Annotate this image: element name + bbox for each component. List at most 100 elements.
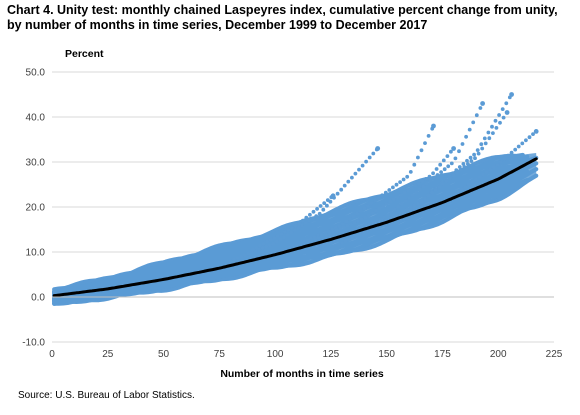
outlier-point (304, 215, 309, 220)
outlier-point (359, 217, 364, 222)
outlier-point (461, 162, 466, 166)
outlier-point (501, 115, 506, 120)
outlier-point (412, 162, 417, 167)
outlier-point (477, 175, 482, 180)
outlier-point (395, 220, 400, 225)
outlier-point (282, 235, 286, 240)
outlier-point (419, 199, 424, 204)
outlier-point (449, 149, 453, 154)
outlier-point (357, 167, 361, 172)
outlier-point (416, 201, 420, 206)
outlier-point (421, 184, 426, 189)
outlier-point (358, 232, 362, 237)
outlier-point (316, 236, 321, 241)
outlier-point (479, 142, 484, 147)
outlier-point (322, 201, 327, 206)
outlier-point (351, 214, 356, 219)
outlier-point (384, 225, 389, 230)
outlier-point (442, 167, 447, 172)
chart-source: Source: U.S. Bureau of Labor Statistics. (18, 390, 195, 401)
x-tick-label: 0 (49, 349, 55, 360)
outlier-point (258, 243, 262, 248)
outlier-point (478, 106, 483, 110)
outlier-point (279, 232, 284, 236)
outlier-point (367, 222, 372, 226)
outlier-point (347, 237, 352, 242)
outlier-point (356, 219, 360, 223)
outlier-point (384, 202, 389, 206)
outlier-point (283, 230, 287, 234)
outlier-point (531, 132, 535, 137)
outlier-point (275, 239, 279, 244)
outlier-point (516, 144, 521, 149)
outlier-point (474, 113, 479, 118)
outlier-point (408, 170, 413, 174)
outlier-point (297, 221, 302, 226)
axis-layer: -10.0 0.0 10.0 20.0 30.0 40.0 50.0 0 25 50 75 100 12… (22, 68, 563, 361)
outlier-point (313, 237, 318, 242)
outlier-point (327, 231, 332, 236)
outlier-point (434, 167, 439, 171)
x-tick-label: 150 (378, 349, 395, 360)
outlier-point (308, 212, 312, 217)
outlier-point (360, 163, 365, 168)
outlier-point (433, 188, 438, 192)
outlier-point (272, 236, 277, 240)
outlier-point (374, 218, 379, 223)
outlier-endpoint (480, 101, 485, 106)
outlier-point (391, 222, 396, 227)
outlier-point (451, 173, 456, 178)
outlier-point (484, 170, 489, 175)
outlier-point (306, 240, 310, 245)
outlier-endpoint (330, 193, 336, 199)
outlier-point (394, 213, 399, 217)
outlier-point (449, 161, 454, 166)
outlier-point (300, 223, 304, 228)
outlier-point (376, 196, 381, 200)
outlier-point (366, 204, 370, 208)
outlier-point (486, 130, 491, 135)
x-axis-title: Number of months in time series (220, 368, 384, 380)
outlier-point (441, 158, 446, 163)
outlier-point (310, 216, 315, 221)
outlier-point (438, 162, 443, 167)
x-tick-label: 50 (158, 349, 170, 360)
outlier-point (342, 183, 347, 188)
outlier-point (317, 245, 322, 250)
outlier-point (491, 131, 495, 136)
outlier-point (413, 183, 418, 188)
outlier-point (487, 136, 492, 141)
outlier-point (381, 204, 385, 209)
outlier-point (509, 150, 514, 155)
outlier-endpoint (509, 92, 514, 97)
outlier-endpoint (504, 110, 510, 115)
outlier-point (370, 211, 375, 216)
outlier-point (493, 118, 498, 123)
outlier-point (377, 206, 382, 211)
outlier-point (481, 172, 485, 177)
outlier-point (374, 208, 378, 213)
outlier-point (402, 217, 407, 222)
outlier-point (426, 134, 431, 138)
outlier-point (325, 242, 329, 247)
outlier-point (494, 126, 499, 130)
outlier-point (480, 146, 485, 151)
outlier-point (500, 107, 505, 111)
outlier-point (320, 234, 325, 239)
outlier-point (371, 151, 376, 156)
outlier-point (439, 170, 443, 175)
trend-layer (52, 157, 538, 298)
outlier-point (321, 243, 326, 248)
outlier-point (483, 141, 488, 146)
outlier-point (303, 221, 308, 226)
outlier-point (331, 230, 335, 234)
outlier-point (405, 207, 410, 212)
outlier-point (345, 223, 350, 228)
outlier-point (432, 175, 436, 180)
outlier-point (431, 171, 435, 176)
outlier-point (289, 230, 294, 235)
outlier-point (378, 217, 383, 221)
x-tick-label: 125 (323, 349, 340, 360)
